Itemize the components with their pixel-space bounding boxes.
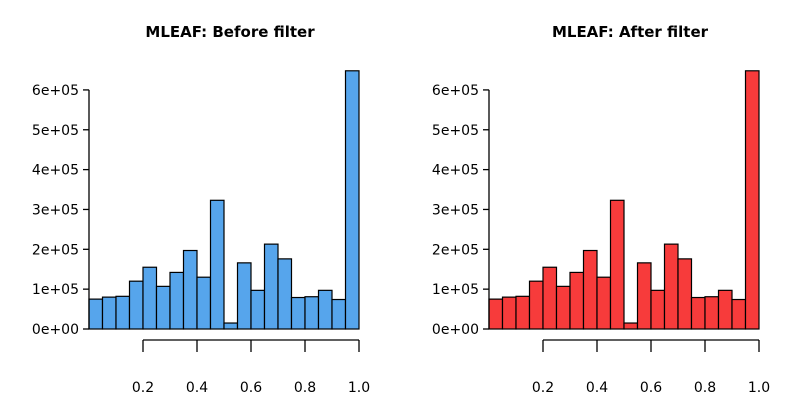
y-tick-label: 3e+05 xyxy=(432,202,479,218)
histogram-bar xyxy=(731,298,747,330)
x-tick-label: 0.4 xyxy=(186,380,208,396)
x-tick-label: 0.6 xyxy=(640,380,662,396)
histogram-bar xyxy=(223,322,239,330)
histogram-bar xyxy=(663,243,679,330)
histogram-bar xyxy=(650,289,666,330)
histogram-bar xyxy=(250,289,266,330)
chart-title: MLEAF: After filter xyxy=(552,23,709,41)
histogram-bar xyxy=(542,266,558,330)
histogram-bar xyxy=(515,295,531,330)
histogram-bar xyxy=(142,266,158,330)
histogram-bar xyxy=(582,249,598,330)
histogram-bar xyxy=(744,70,760,330)
histogram-bar xyxy=(569,271,585,330)
y-tick-label: 2e+05 xyxy=(432,242,479,258)
histogram-bar xyxy=(717,289,733,330)
histogram-bar xyxy=(88,298,104,330)
x-tick-label: 0.8 xyxy=(694,380,716,396)
histogram-bar xyxy=(169,271,185,330)
histogram-bar xyxy=(704,296,720,330)
histogram-bar xyxy=(277,258,293,330)
histogram-bar xyxy=(128,280,144,330)
y-tick-label: 6e+05 xyxy=(32,83,79,99)
x-tick-label: 1.0 xyxy=(748,380,770,396)
histogram-bar xyxy=(209,199,225,330)
y-tick-label: 2e+05 xyxy=(32,242,79,258)
histogram-bar xyxy=(101,296,117,330)
histogram-bar xyxy=(677,258,693,330)
y-tick-label: 4e+05 xyxy=(32,163,79,179)
histogram-bar xyxy=(555,285,571,330)
histogram-panel-before-filter: MLEAF: Before filter 0e+00 1e+05 2e+05 3e+0… xyxy=(32,23,370,396)
y-tick-label: 0e+00 xyxy=(432,322,479,338)
y-tick-label: 5e+05 xyxy=(32,123,79,139)
histogram-bar xyxy=(196,276,212,330)
histogram-bar xyxy=(304,296,320,330)
y-tick-label: 6e+05 xyxy=(432,83,479,99)
y-tick-label: 5e+05 xyxy=(432,123,479,139)
histogram-panel-after-filter: MLEAF: After filter 0e+00 1e+05 2e+05 3e+05… xyxy=(432,23,770,396)
histogram-bar xyxy=(623,322,639,330)
histogram-bar xyxy=(501,296,517,330)
x-tick-label: 0.6 xyxy=(240,380,262,396)
x-tick-label: 0.4 xyxy=(586,380,608,396)
y-tick-label: 1e+05 xyxy=(32,282,79,298)
histogram-bar xyxy=(690,296,706,330)
histogram-bar xyxy=(596,276,612,330)
x-tick-label: 0.2 xyxy=(132,380,154,396)
x-tick-label: 0.2 xyxy=(532,380,554,396)
histogram-bar xyxy=(263,243,279,330)
histogram-bar xyxy=(636,262,652,330)
histogram-bar xyxy=(609,199,625,330)
chart-title: MLEAF: Before filter xyxy=(145,23,315,41)
histogram-bar xyxy=(317,289,333,330)
histogram-bar xyxy=(182,249,198,330)
y-tick-label: 3e+05 xyxy=(32,202,79,218)
histogram-bar xyxy=(290,296,306,330)
y-tick-label: 0e+00 xyxy=(32,322,79,338)
histogram-bar xyxy=(528,280,544,330)
histogram-bar xyxy=(331,298,347,330)
x-tick-label: 0.8 xyxy=(294,380,316,396)
y-tick-label: 1e+05 xyxy=(432,282,479,298)
histogram-bar xyxy=(344,70,360,330)
y-tick-label: 4e+05 xyxy=(432,163,479,179)
histogram-bar xyxy=(115,295,131,330)
histogram-bar xyxy=(155,285,171,330)
x-tick-label: 1.0 xyxy=(348,380,370,396)
histogram-bar xyxy=(488,298,504,330)
histogram-bar xyxy=(236,262,252,330)
